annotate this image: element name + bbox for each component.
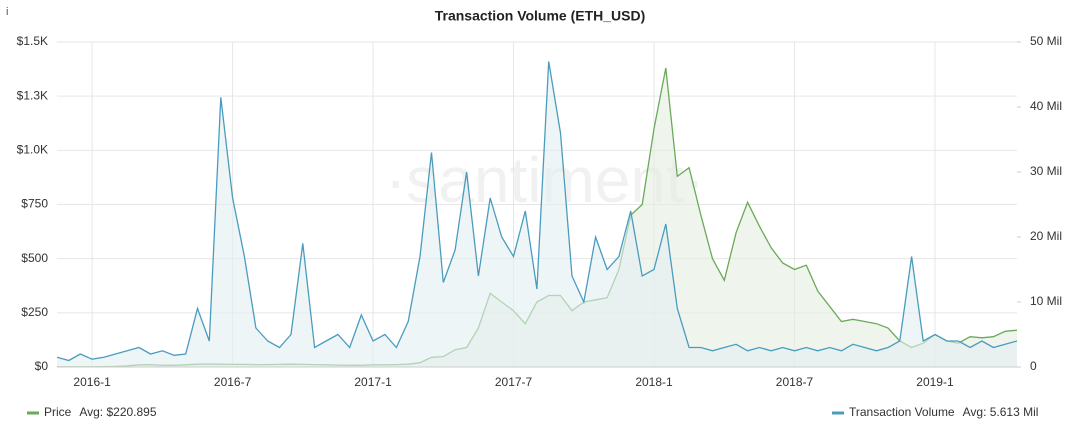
y2-tick-label: 40 Mil — [1030, 99, 1062, 113]
legend-label: Price — [44, 405, 72, 419]
x-tick-label: 2019-1 — [916, 375, 954, 389]
y-tick-label: $0 — [35, 359, 49, 373]
info-icon[interactable]: i — [6, 6, 8, 18]
y2-tick-label: 10 Mil — [1030, 294, 1062, 308]
legend-label: Transaction Volume — [849, 405, 955, 419]
y-tick-label: $750 — [21, 197, 48, 211]
line — [56, 61, 1018, 362]
x-tick-label: 2018-1 — [635, 375, 673, 389]
area — [57, 68, 1017, 367]
y-tick-label: $1.3K — [17, 88, 48, 102]
y-tick-label: $500 — [21, 251, 48, 265]
x-tick-label: 2016-1 — [73, 375, 111, 389]
y-tick-label: $250 — [21, 305, 48, 319]
y2-tick-label: 20 Mil — [1030, 229, 1062, 243]
x-tick-label: 2017-1 — [354, 375, 392, 389]
x-tick-label: 2016-7 — [214, 375, 252, 389]
y2-tick-label: 50 Mil — [1030, 34, 1062, 48]
y2-tick-label: 0 — [1030, 359, 1037, 373]
x-tick-label: 2018-7 — [776, 375, 814, 389]
y-tick-label: $1.5K — [17, 34, 48, 48]
chart-title: Transaction Volume (ETH_USD) — [435, 8, 646, 24]
x-tick-label: 2017-7 — [495, 375, 533, 389]
y-tick-label: $1.0K — [17, 143, 48, 157]
legend-avg: Avg: $220.895 — [79, 405, 157, 419]
legend-avg: Avg: 5.613 Mil — [963, 405, 1039, 419]
y2-tick-label: 30 Mil — [1030, 164, 1062, 178]
